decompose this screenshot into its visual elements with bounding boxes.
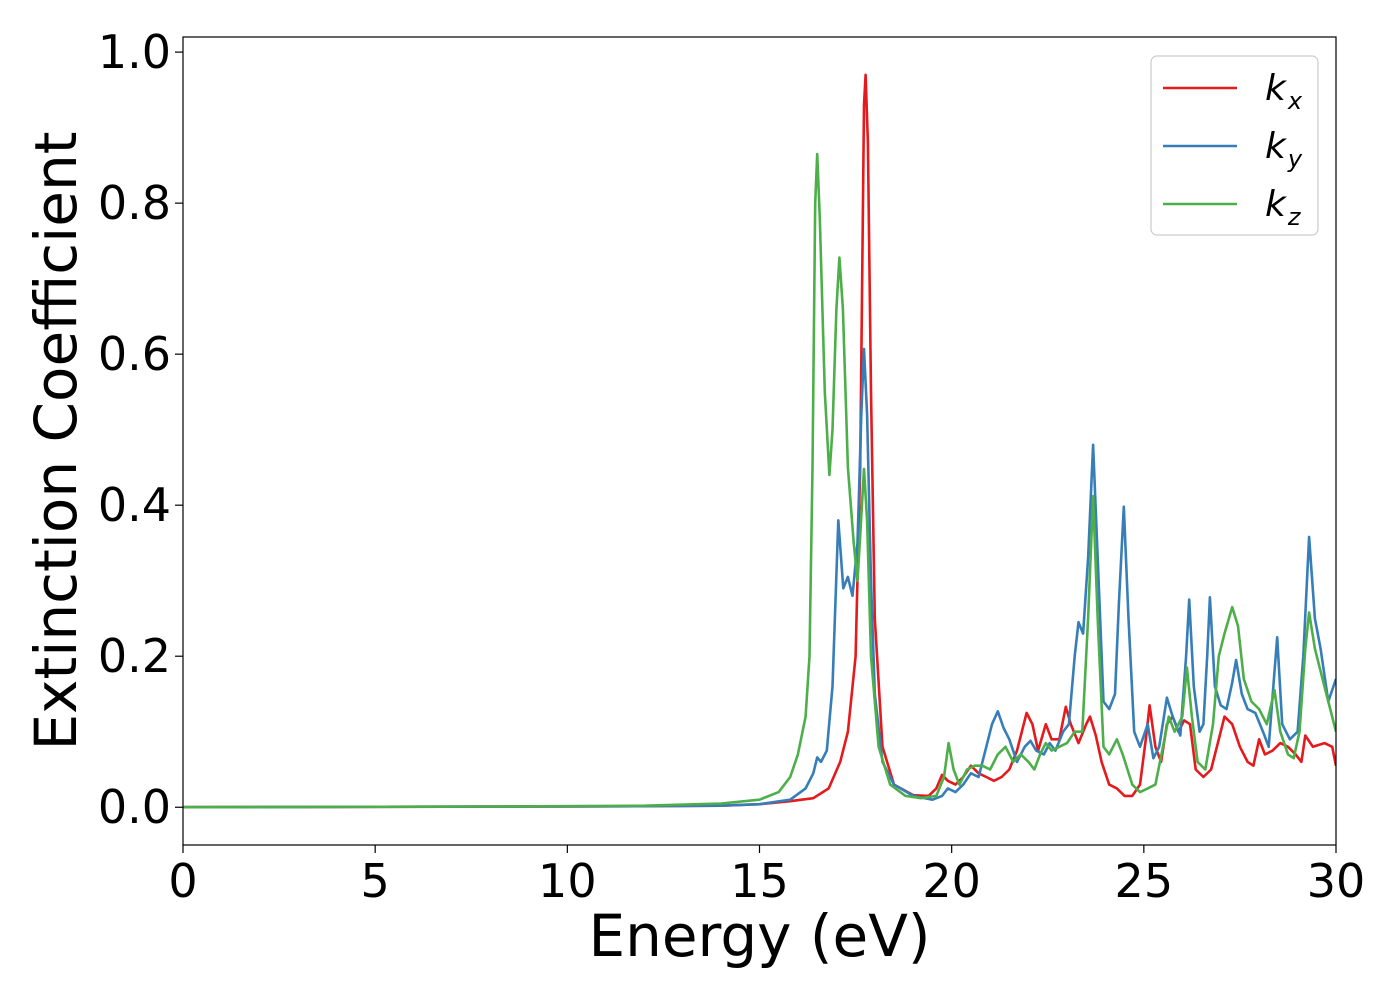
x-tick-label: 5 <box>361 854 390 908</box>
series-line-y <box>183 347 1336 809</box>
y-tick-label: 0.4 <box>98 478 171 532</box>
y-tick-label: 1.0 <box>98 25 171 79</box>
series-layer <box>183 73 1336 809</box>
x-tick-label: 25 <box>1115 854 1174 908</box>
x-tick-label: 10 <box>538 854 597 908</box>
legend-label-x: kx <box>1265 68 1303 115</box>
legend: kx ky kz <box>1150 55 1319 236</box>
plot-background <box>183 37 1336 845</box>
x-tick-label: 15 <box>730 854 789 908</box>
y-tick-label: 0.2 <box>98 629 171 683</box>
y-tick-label: 0.0 <box>98 780 171 834</box>
legend-label-z: kz <box>1265 184 1302 231</box>
x-tick-label: 20 <box>922 854 981 908</box>
x-axis-label: Energy (eV) <box>588 902 930 970</box>
x-axis: 0 5 10 15 20 25 30 <box>168 845 1365 908</box>
y-axis: 0.0 0.2 0.4 0.6 0.8 1.0 <box>98 25 183 834</box>
y-tick-label: 0.6 <box>98 327 171 381</box>
y-tick-label: 0.8 <box>98 176 171 230</box>
x-tick-label: 0 <box>168 854 197 908</box>
legend-label-y: ky <box>1265 126 1303 173</box>
x-tick-label: 30 <box>1307 854 1366 908</box>
y-axis-label: Extinction Coefficient <box>22 132 90 751</box>
series-line-z <box>183 152 1336 809</box>
